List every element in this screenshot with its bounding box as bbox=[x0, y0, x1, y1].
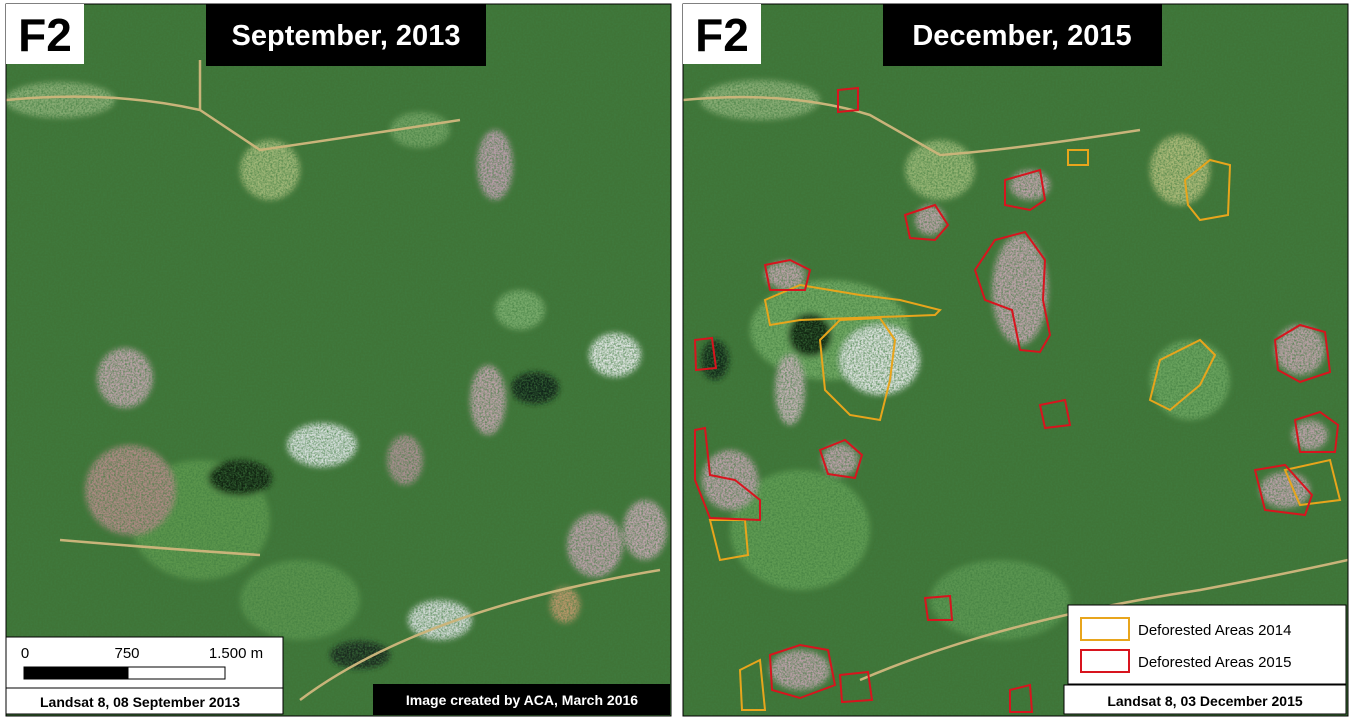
legend-label: Deforested Areas 2014 bbox=[1138, 622, 1291, 639]
image-credit: Image created by ACA, March 2016 bbox=[406, 692, 638, 708]
deforestation-outlines bbox=[693, 86, 1342, 713]
outline-2015 bbox=[903, 203, 950, 242]
outline-2014 bbox=[1067, 149, 1089, 166]
panel-title: December, 2015 bbox=[912, 20, 1131, 52]
outline-2015 bbox=[1009, 683, 1034, 713]
credit-box bbox=[373, 684, 670, 715]
scale-bar-segment bbox=[127, 666, 226, 680]
outline-2015 bbox=[1273, 323, 1332, 384]
outline-2015 bbox=[1253, 463, 1314, 517]
outline-2015 bbox=[763, 258, 812, 291]
scale-tick-label: 1.500 m bbox=[209, 645, 263, 662]
outline-2014 bbox=[1148, 338, 1217, 412]
panel-title: September, 2013 bbox=[232, 20, 461, 52]
panel-label-box bbox=[683, 4, 761, 64]
outline-2014 bbox=[1183, 158, 1232, 222]
outline-2015 bbox=[693, 336, 718, 372]
outline-2015 bbox=[694, 426, 761, 522]
outline-2015 bbox=[973, 230, 1052, 354]
panel-label: F2 bbox=[18, 9, 72, 61]
outline-2015 bbox=[837, 86, 859, 114]
outline-2015 bbox=[923, 594, 954, 621]
legend-label: Deforested Areas 2015 bbox=[1138, 654, 1291, 671]
scale-tick-label: 750 bbox=[114, 645, 139, 662]
title-box bbox=[883, 4, 1162, 66]
outline-2014 bbox=[708, 519, 750, 562]
outline-2015 bbox=[1038, 398, 1072, 430]
image-caption: Landsat 8, 08 September 2013 bbox=[40, 694, 240, 710]
outline-2014 bbox=[818, 316, 897, 422]
outline-2015 bbox=[1293, 410, 1340, 453]
image-caption: Landsat 8, 03 December 2015 bbox=[1107, 693, 1303, 709]
outline-2014 bbox=[738, 658, 767, 711]
satellite-image-2015 bbox=[683, 4, 1348, 716]
outline-2014 bbox=[1283, 458, 1342, 507]
caption-box bbox=[5, 687, 284, 715]
legend-swatch bbox=[1080, 617, 1130, 641]
outline-2015 bbox=[768, 643, 837, 700]
outline-2015 bbox=[838, 670, 874, 704]
title-box bbox=[206, 4, 486, 66]
outline-2014 bbox=[763, 283, 942, 327]
legend-swatch bbox=[1080, 649, 1130, 673]
outline-2015 bbox=[818, 438, 864, 480]
scale-tick-label: 0 bbox=[21, 645, 29, 662]
caption-box bbox=[1063, 684, 1347, 715]
outline-2015 bbox=[1004, 168, 1047, 212]
scale-bar-segment bbox=[23, 666, 129, 680]
panel-label: F2 bbox=[695, 9, 749, 61]
panel-label-box bbox=[6, 4, 84, 64]
satellite-image-2013 bbox=[6, 4, 671, 716]
